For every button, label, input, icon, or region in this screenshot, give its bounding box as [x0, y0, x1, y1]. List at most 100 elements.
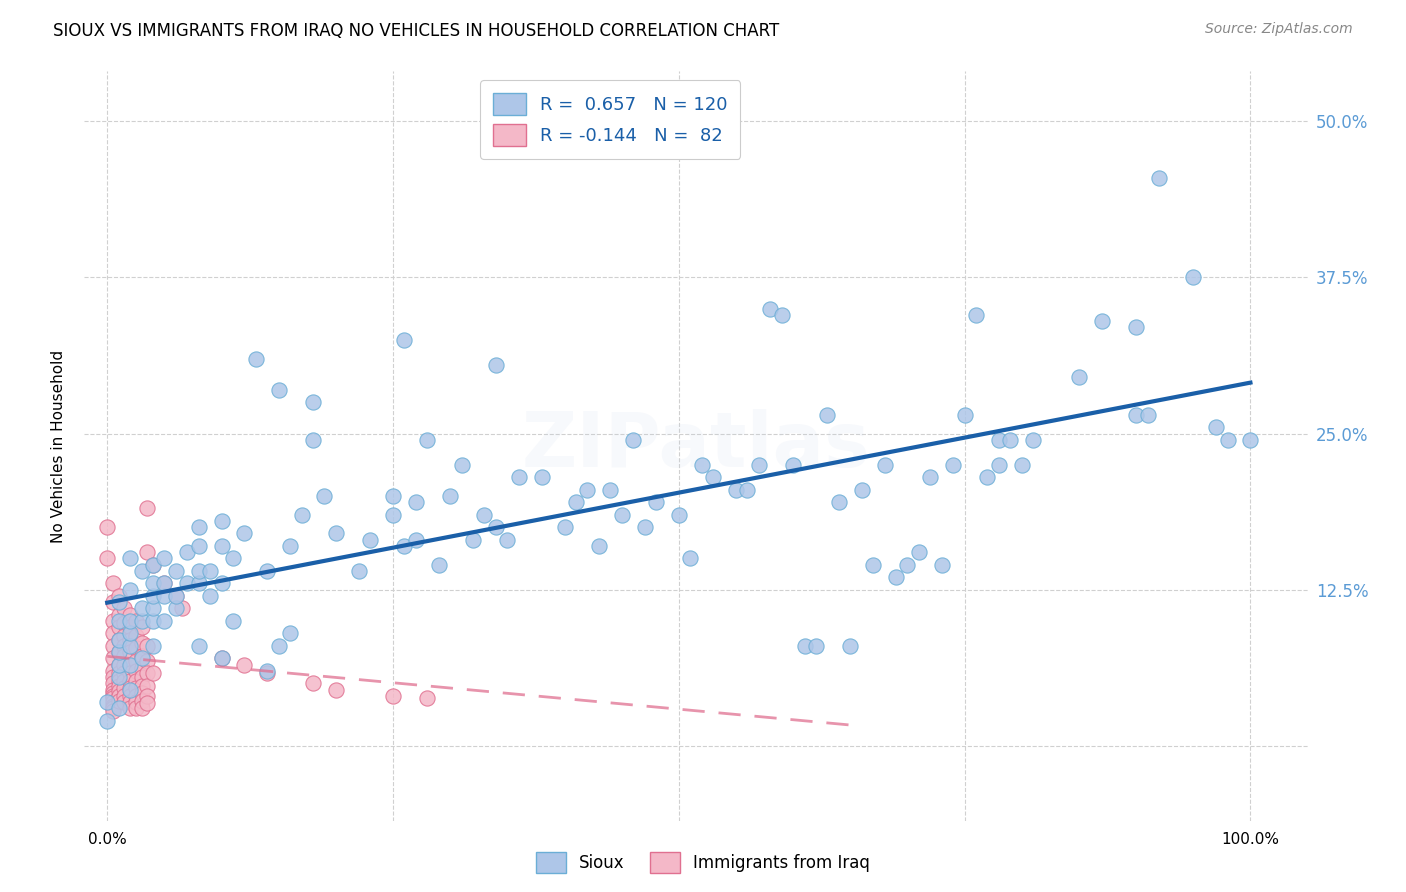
Point [136, 666, 159, 681]
Text: Source: ZipAtlas.com: Source: ZipAtlas.com [1205, 22, 1353, 37]
Point [112, 673, 135, 688]
Point [120, 632, 142, 647]
Point [112, 629, 135, 643]
Point [96, 520, 118, 534]
Point [405, 533, 427, 547]
Point [702, 470, 724, 484]
Point [101, 689, 124, 703]
Point [1239, 433, 1261, 447]
Point [120, 689, 142, 703]
Point [112, 601, 135, 615]
Point [211, 651, 233, 665]
Point [136, 654, 159, 668]
Point [136, 696, 159, 710]
Point [120, 681, 142, 696]
Point [416, 691, 439, 706]
Point [125, 673, 148, 688]
Point [120, 682, 142, 697]
Point [101, 698, 124, 713]
Point [107, 614, 129, 628]
Point [553, 520, 575, 534]
Point [101, 595, 124, 609]
Point [920, 470, 942, 484]
Point [187, 520, 209, 534]
Point [120, 657, 142, 672]
Point [120, 626, 142, 640]
Point [142, 558, 165, 572]
Point [170, 601, 193, 615]
Point [112, 689, 135, 703]
Point [439, 489, 461, 503]
Point [1011, 458, 1033, 472]
Point [120, 582, 142, 597]
Point [131, 614, 153, 628]
Point [142, 576, 165, 591]
Point [107, 657, 129, 672]
Point [136, 501, 159, 516]
Point [256, 664, 278, 678]
Point [101, 670, 124, 684]
Point [187, 576, 209, 591]
Point [633, 520, 655, 534]
Point [737, 483, 759, 497]
Point [101, 682, 124, 697]
Point [690, 458, 713, 472]
Point [142, 589, 165, 603]
Point [131, 651, 153, 665]
Point [101, 639, 124, 653]
Point [120, 695, 142, 709]
Point [1136, 408, 1159, 422]
Point [347, 564, 370, 578]
Point [112, 648, 135, 663]
Point [131, 701, 153, 715]
Point [131, 661, 153, 675]
Point [165, 589, 187, 603]
Point [770, 308, 793, 322]
Point [828, 495, 851, 509]
Point [187, 639, 209, 653]
Point [112, 639, 135, 653]
Point [176, 576, 198, 591]
Point [131, 620, 153, 634]
Point [120, 657, 142, 672]
Point [142, 639, 165, 653]
Point [125, 629, 148, 643]
Point [125, 654, 148, 668]
Y-axis label: No Vehicles in Household: No Vehicles in Household [51, 350, 66, 542]
Point [804, 639, 827, 653]
Point [839, 639, 862, 653]
Point [222, 614, 245, 628]
Point [107, 694, 129, 708]
Point [245, 351, 267, 366]
Point [942, 458, 965, 472]
Point [120, 666, 142, 681]
Point [136, 689, 159, 703]
Point [101, 626, 124, 640]
Point [987, 458, 1010, 472]
Point [125, 695, 148, 709]
Point [1182, 270, 1205, 285]
Point [1022, 433, 1045, 447]
Point [508, 470, 530, 484]
Point [267, 383, 290, 397]
Point [107, 645, 129, 659]
Point [136, 639, 159, 653]
Point [485, 358, 508, 372]
Point [278, 626, 301, 640]
Point [668, 508, 690, 522]
Point [101, 651, 124, 665]
Point [198, 564, 221, 578]
Point [222, 551, 245, 566]
Point [153, 589, 176, 603]
Point [359, 533, 381, 547]
Point [599, 483, 621, 497]
Point [125, 681, 148, 696]
Point [211, 576, 233, 591]
Point [211, 514, 233, 528]
Point [461, 533, 484, 547]
Point [290, 508, 312, 522]
Point [621, 433, 644, 447]
Point [896, 558, 918, 572]
Point [131, 686, 153, 700]
Point [165, 601, 187, 615]
